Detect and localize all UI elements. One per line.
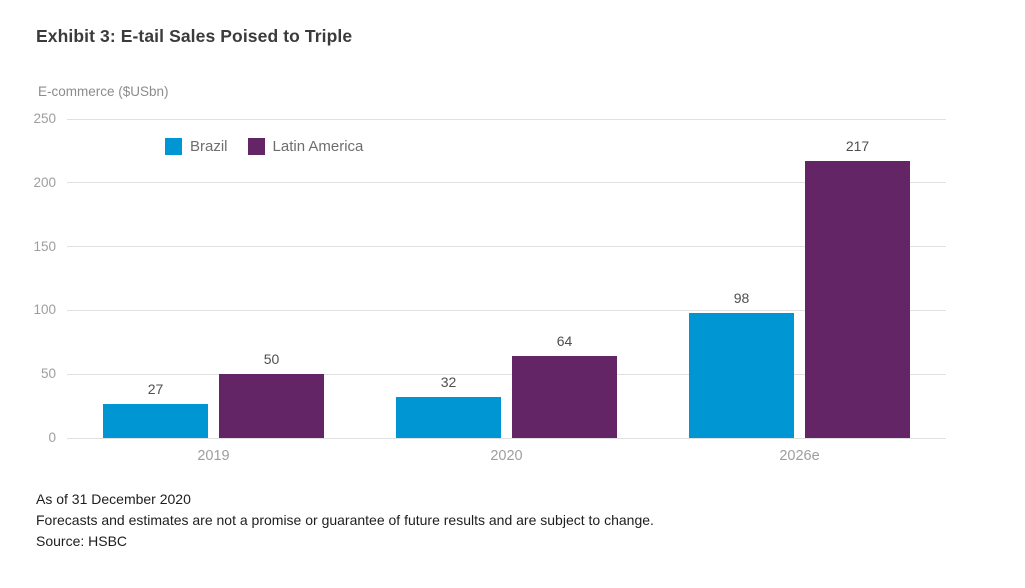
legend-swatch-latin-america-icon: [247, 138, 265, 155]
legend-label-latin-america: Latin America: [272, 138, 364, 155]
gridline-250: [67, 118, 946, 120]
bar-value-label-brazil-2026e: 98: [733, 289, 750, 306]
gridline-150: [67, 246, 946, 248]
bar-value-label-latin-america-2020: 64: [556, 333, 573, 350]
legend-swatch-brazil-icon: [165, 138, 182, 155]
legend: Brazil Latin America: [165, 138, 363, 155]
gridline-50: [67, 373, 946, 375]
gridline-100: [67, 309, 946, 311]
bar-latin-america-2020: [512, 356, 617, 438]
bar-brazil-2019: [103, 403, 208, 438]
bar-latin-america-2019: [219, 374, 324, 438]
legend-item-brazil: Brazil: [165, 138, 228, 155]
gridline-0: [67, 437, 946, 439]
x-tick-label-2026e: 2026e: [779, 448, 820, 464]
y-tick-label: 200: [33, 174, 56, 190]
x-tick-label-2020: 2020: [490, 448, 523, 464]
y-tick-label: 100: [33, 302, 56, 318]
footnote-source: Source: HSBC: [36, 533, 128, 549]
bar-value-label-latin-america-2026e: 217: [845, 138, 870, 155]
legend-label-brazil: Brazil: [190, 138, 228, 155]
gridline-200: [67, 182, 946, 184]
exhibit-title: Exhibit 3: E-tail Sales Poised to Triple: [36, 26, 353, 46]
y-tick-label: 150: [33, 238, 56, 254]
bar-brazil-2020: [396, 397, 501, 438]
y-axis-title: E-commerce ($USbn): [38, 84, 169, 99]
x-tick-label-2019: 2019: [197, 448, 230, 464]
footnote-as-of: As of 31 December 2020: [36, 491, 191, 507]
bar-value-label-brazil-2019: 27: [147, 380, 164, 397]
footnotes: As of 31 December 2020 Forecasts and est…: [36, 489, 654, 552]
bar-brazil-2026e: [689, 312, 794, 438]
bar-latin-america-2026e: [805, 161, 910, 438]
footnote-disclaimer: Forecasts and estimates are not a promis…: [36, 512, 654, 528]
bar-value-label-brazil-2020: 32: [440, 374, 457, 391]
y-tick-label: 50: [40, 366, 56, 382]
y-tick-label: 0: [48, 430, 56, 445]
bar-value-label-latin-america-2019: 50: [263, 351, 280, 368]
legend-item-latin-america: Latin America: [247, 138, 364, 155]
y-tick-label: 250: [33, 111, 56, 126]
